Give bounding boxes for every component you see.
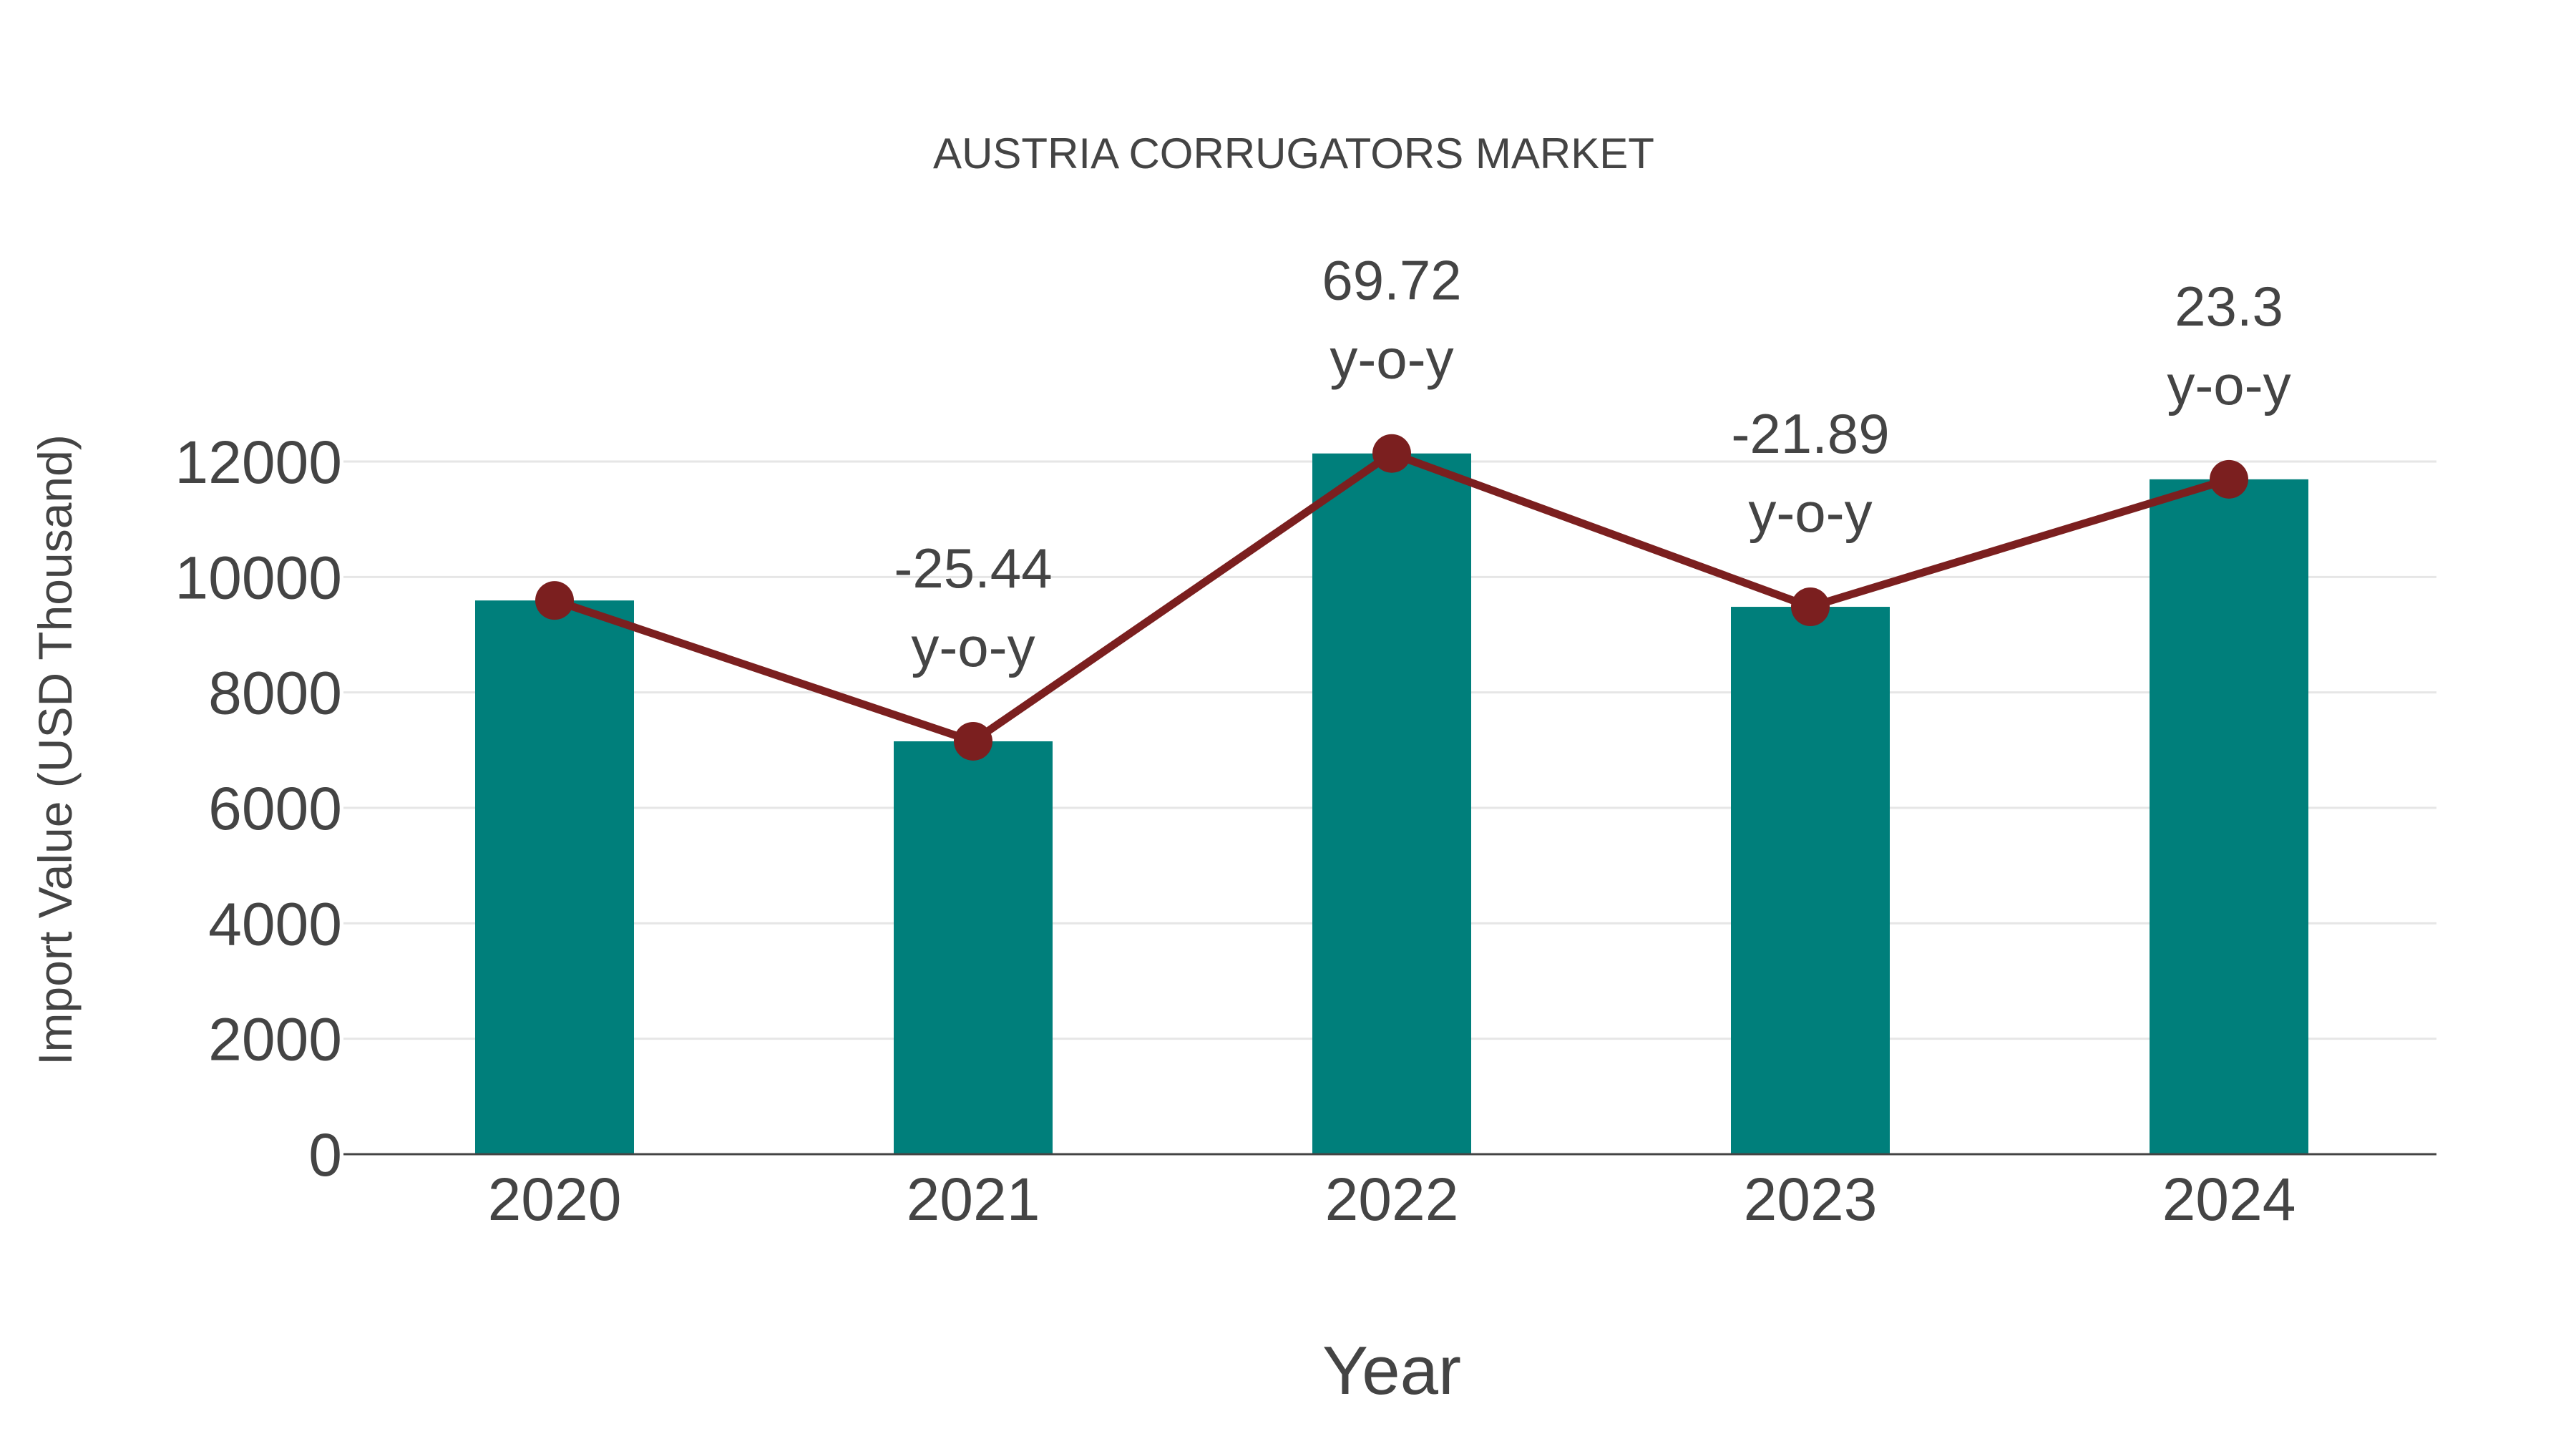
trend-marker	[954, 721, 992, 761]
x-tick-label: 2022	[1325, 1166, 1459, 1233]
bar-2023	[1731, 607, 1890, 1154]
y-tick-label: 2000	[208, 1006, 342, 1073]
yoy-value: -25.44	[894, 537, 1052, 600]
y-axis-title: Import Value (USD Thousand)	[29, 434, 82, 1065]
bar-series	[475, 453, 2308, 1154]
yoy-annotations: -25.44 y-o-y 69.72 y-o-y -21.89 y-o-y 23.3 y-o-…	[894, 249, 2290, 678]
y-tick-label: 10000	[175, 544, 342, 611]
yoy-label: y-o-y	[911, 615, 1035, 678]
yoy-label: y-o-y	[1748, 481, 1872, 544]
y-tick-label: 4000	[208, 890, 342, 957]
yoy-label: y-o-y	[1330, 328, 1453, 391]
bar-2022	[1312, 453, 1471, 1154]
bar-2024	[2150, 479, 2308, 1154]
yoy-label: y-o-y	[2167, 353, 2290, 416]
x-axis-ticks: 2020 2021 2022 2023 2024	[488, 1166, 2296, 1233]
x-tick-label: 2024	[2162, 1166, 2296, 1233]
trend-marker	[2210, 459, 2248, 499]
yoy-value: -21.89	[1731, 402, 1889, 465]
y-tick-label: 0	[308, 1121, 342, 1189]
trend-marker	[1372, 434, 1411, 473]
bar-2021	[894, 741, 1053, 1154]
x-tick-label: 2020	[488, 1166, 622, 1233]
chart-title: AUSTRIA CORRUGATORS MARKET	[933, 130, 1654, 177]
yoy-value: 69.72	[1322, 249, 1461, 312]
trend-marker	[1791, 587, 1830, 627]
x-tick-label: 2021	[907, 1166, 1040, 1233]
bar-2020	[475, 600, 634, 1154]
y-tick-label: 12000	[175, 429, 342, 496]
x-axis-title: Year	[1322, 1332, 1461, 1409]
y-tick-label: 6000	[208, 775, 342, 842]
y-axis-ticks: 0 2000 4000 6000 8000 10000 12000	[175, 429, 342, 1189]
yoy-value: 23.3	[2175, 275, 2283, 338]
trend-line	[535, 434, 2248, 761]
y-tick-label: 8000	[208, 660, 342, 727]
x-tick-label: 2023	[1744, 1166, 1878, 1233]
trend-marker	[535, 581, 574, 620]
